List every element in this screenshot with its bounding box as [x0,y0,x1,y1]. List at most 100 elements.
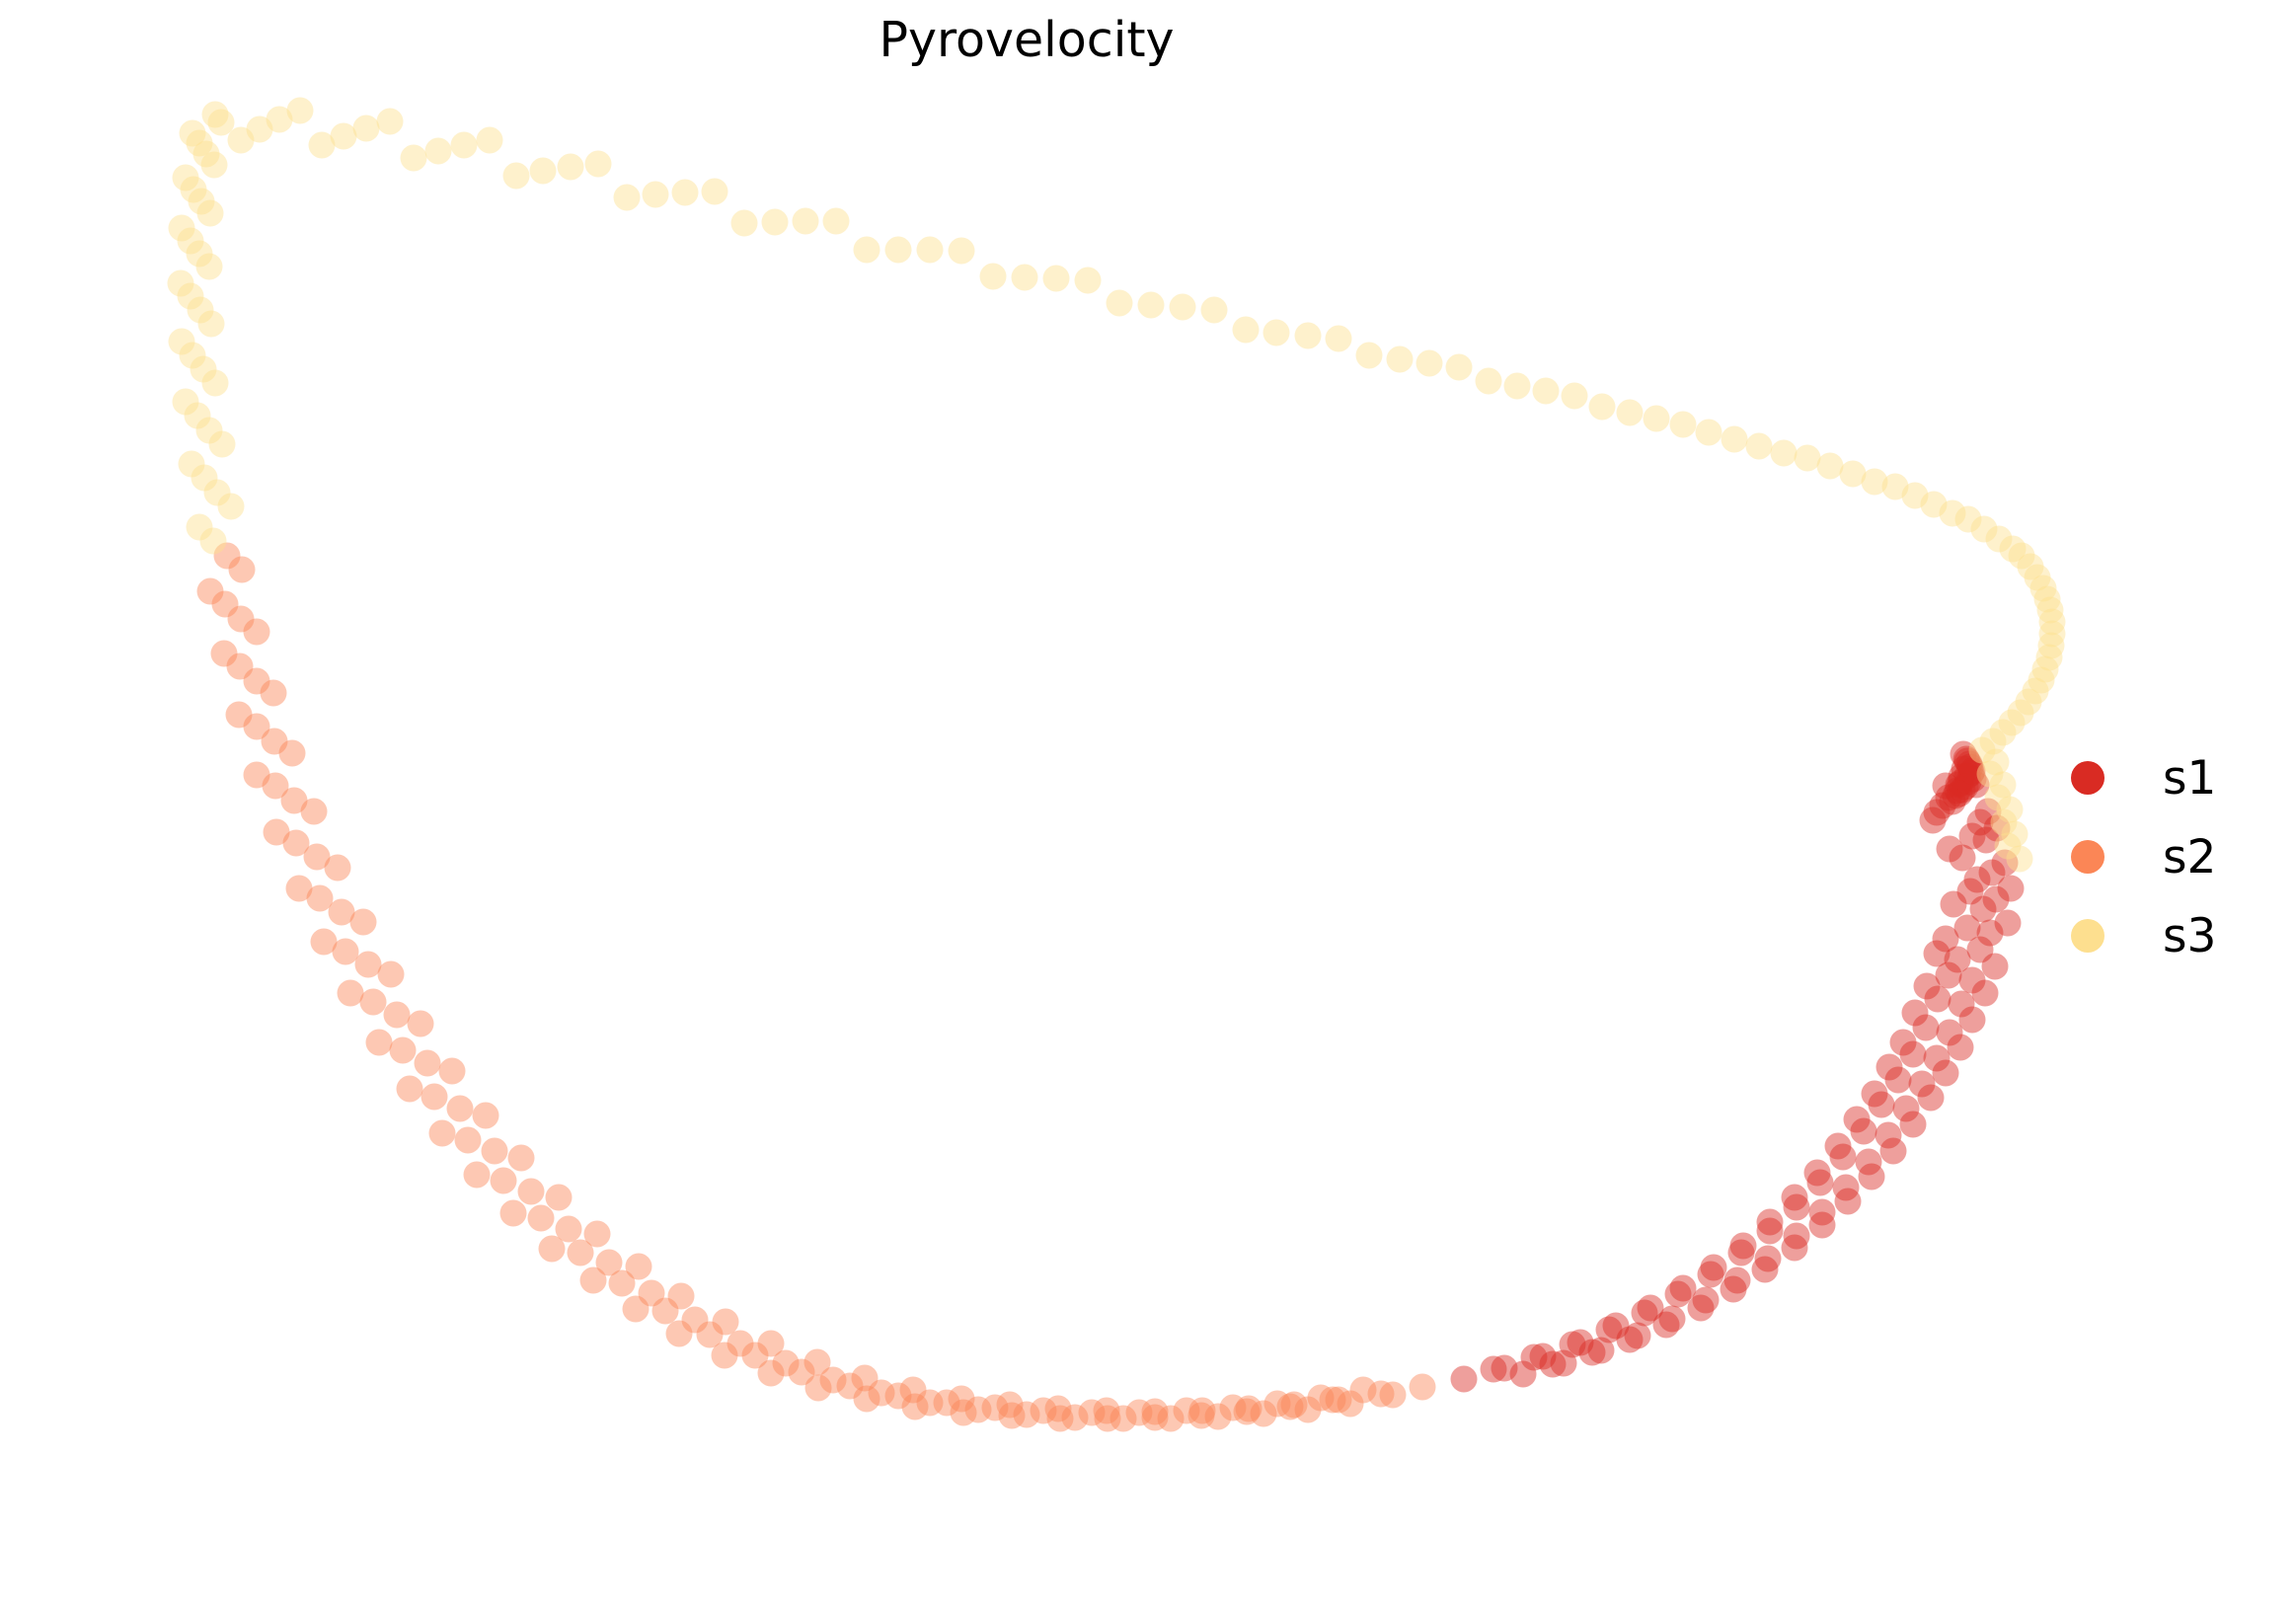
scatter-point [186,240,213,268]
scatter-point [1808,1198,1836,1226]
scatter-point [243,713,270,740]
scatter-point [195,417,223,444]
scatter-point [1692,1286,1720,1314]
scatter-point [1946,780,1973,807]
scatter-point [1843,1106,1871,1133]
legend-item-s1[interactable]: s1 [2071,738,2278,817]
legend-item-s2[interactable]: s2 [2071,817,2278,896]
scatter-point [1379,1381,1407,1409]
scatter-point [260,679,287,707]
scatter-point [2022,677,2049,705]
scatter-point [383,1001,411,1029]
scatter-point [359,988,387,1016]
scatter-point [1532,377,1560,405]
scatter-point [1996,796,2024,823]
scatter-point [2037,632,2065,659]
scatter-point [308,131,336,159]
scatter-point [1832,1174,1860,1201]
scatter-point [899,1376,927,1404]
scatter-point [246,115,273,143]
scatter-point [1319,1386,1346,1414]
scatter-point [2038,608,2066,636]
scatter-point [1942,782,1969,809]
scatter-point [1953,747,1981,775]
scatter-point [584,150,612,178]
scatter-point [1137,291,1165,319]
scatter-point [772,1349,800,1377]
scatter-point [481,1137,508,1165]
scatter-point [948,1385,975,1413]
scatter-point [1756,1208,1784,1236]
scatter-point [1923,940,1951,967]
scatter-point [651,1297,679,1325]
scatter-point [1912,1014,1940,1041]
scatter-point [2006,845,2033,873]
scatter-point [667,1282,695,1310]
scatter-point [1616,399,1644,426]
scatter-point [1929,792,1956,819]
legend-label-s2: s2 [2163,829,2217,884]
scatter-point [1781,1234,1808,1262]
scatter-point [2008,542,2035,570]
scatter-point [199,527,227,555]
scatter-point [622,1295,650,1323]
scatter-point [1899,1111,1927,1138]
scatter-point [625,1253,652,1280]
scatter-point [1445,353,1473,381]
scatter-point [1966,808,1994,836]
scatter-point [1983,814,2011,842]
scatter-point [2024,564,2051,591]
scatter-point [261,728,288,755]
scatter-point [243,761,270,789]
scatter-point [438,1057,466,1085]
scatter-point [490,1167,517,1194]
scatter-point [1669,1274,1697,1302]
scatter-point [1141,1404,1169,1431]
scatter-point [192,140,220,168]
scatter-point [1989,719,2017,746]
scatter-point [365,1029,393,1056]
scatter-point [545,1184,573,1211]
scatter-point [1173,1397,1200,1424]
scatter-point [1013,1401,1040,1428]
scatter-point [1616,1326,1644,1353]
scatter-point [446,1095,474,1122]
scatter-point [1955,750,1983,778]
scatter-point [389,1036,417,1064]
scatter-point [211,590,239,618]
scatter-point [1624,1322,1651,1349]
scatter-point [757,1330,785,1357]
legend-label-s3: s3 [2163,908,2217,963]
scatter-point [555,1215,582,1243]
scatter-point [280,787,308,814]
scatter-point [595,1249,623,1276]
scatter-point [819,1366,847,1394]
scatter-point [1539,1350,1567,1378]
scatter-point [328,898,355,926]
scatter-point [1861,1080,1888,1108]
scatter-point [1917,1084,1945,1112]
scatter-point [195,253,223,280]
legend-swatch-s3-icon [2071,919,2105,953]
legend-item-s3[interactable]: s3 [2071,896,2278,975]
scatter-point [868,1379,895,1407]
scatter-point [1770,439,1798,467]
scatter-point [1972,826,2000,854]
scatter-point [1991,849,2019,877]
scatter-point [1074,267,1102,294]
scatter-point [2001,820,2028,848]
legend: s1 s2 s3 [2071,738,2278,975]
scatter-point [186,513,213,541]
scatter-point [638,1279,665,1307]
scatter-point [1529,1343,1557,1370]
scatter-point [2038,620,2066,648]
scatter-point [1110,1405,1137,1432]
scatter-point [1263,319,1290,346]
scatter-point [579,1267,607,1294]
scatter-point [529,157,557,185]
scatter-point [179,342,206,369]
scatter-point [1855,1148,1882,1176]
scatter-point [225,701,253,729]
scatter-point [1030,1397,1057,1424]
scatter-point [642,181,669,208]
